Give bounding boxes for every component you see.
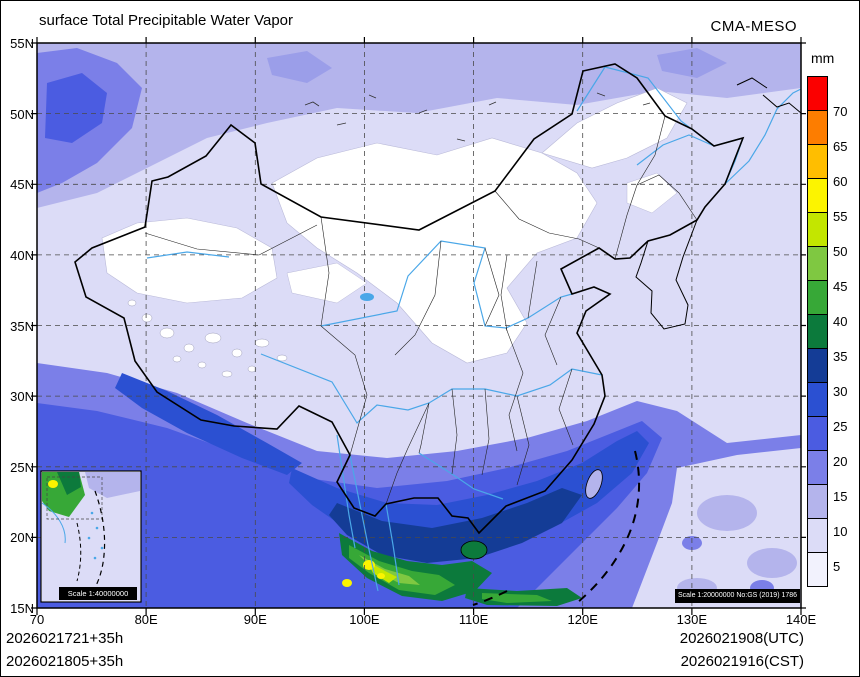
lat-tick-label: 55N <box>10 36 34 51</box>
lat-tick-label: 40N <box>10 247 34 263</box>
lon-tick-label: 70 <box>29 612 45 627</box>
colorbar-box <box>807 178 828 213</box>
national-boundaries <box>74 63 801 560</box>
china-boundary <box>74 63 745 535</box>
lon-tick-label: 80E <box>134 612 158 627</box>
footer-init-utc: 2026021721+35h <box>6 630 124 647</box>
tick-marks <box>31 37 806 615</box>
colorbar-box <box>807 416 828 451</box>
lat-tick-label: 35N <box>10 318 34 334</box>
colorbar-boxes <box>807 76 828 587</box>
colorbar-box <box>807 450 828 485</box>
colorbar-box <box>807 110 828 145</box>
inset-map <box>40 470 142 603</box>
colorbar-tick-label: 15 <box>833 489 848 504</box>
lat-tick-label: 15N <box>10 601 34 616</box>
islands-coastline <box>736 77 801 114</box>
lon-tick-label: 90E <box>243 612 267 627</box>
lat-tick-label: 25N <box>10 459 34 475</box>
nine-dash-line <box>472 450 641 606</box>
colorbar-tick-label: 10 <box>833 524 848 539</box>
colorbar-box <box>807 518 828 553</box>
hainan-island <box>460 540 488 560</box>
colorbar-box <box>807 314 828 349</box>
lat-tick-label: 20N <box>10 530 34 546</box>
plot-frame <box>36 42 802 609</box>
colorbar-tick-label: 40 <box>833 314 848 329</box>
terrain-marks <box>304 92 651 142</box>
grid-lines <box>37 43 801 608</box>
colorbar-tick-label: 70 <box>833 104 848 119</box>
colorbar-box <box>807 484 828 519</box>
rivers <box>146 66 801 592</box>
lon-tick-label: 100E <box>349 612 380 627</box>
footer-valid-cst: 2026021916(CST) <box>680 653 804 670</box>
lon-tick-label: 120E <box>567 612 598 627</box>
lon-tick-label: 130E <box>676 612 708 627</box>
colorbar-tick-label: 35 <box>833 349 848 364</box>
footer-init-cst: 2026021805+35h <box>6 653 124 670</box>
taiwan-island <box>585 469 603 499</box>
model-name: CMA-MESO <box>710 18 797 35</box>
colorbar-box <box>807 382 828 417</box>
colorbar-tick-label: 5 <box>833 559 841 574</box>
inset-scale-badge: Scale 1:40000000 <box>59 587 137 600</box>
colorbar-tick-label: 45 <box>833 279 848 294</box>
lat-tick-label: 45N <box>10 177 34 193</box>
footer-valid-utc: 2026021908(UTC) <box>679 630 804 647</box>
colorbar-labels: 70 65 60 55 50 45 40 35 30 25 20 15 10 5 <box>833 1 859 676</box>
lon-tick-label: 140E <box>785 612 817 627</box>
colorbar-box <box>807 76 828 111</box>
colorbar-tick-label: 25 <box>833 419 848 434</box>
colorbar-box <box>807 212 828 247</box>
colorbar-box <box>807 552 828 587</box>
chart-title: surface Total Precipitable Water Vapor <box>39 12 294 29</box>
map-scale-badge: Scale 1:20000000 No:GS (2019) 1786 <box>675 589 800 603</box>
colorbar-box <box>807 144 828 179</box>
colorbar-tick-label: 55 <box>833 209 848 224</box>
province-boundaries <box>144 115 698 505</box>
colorbar-box <box>807 246 828 281</box>
korea-coastline <box>635 219 698 330</box>
colorbar-tick-label: 30 <box>833 384 848 399</box>
lon-tick-label: 110E <box>458 612 489 627</box>
colorbar-tick-label: 20 <box>833 454 848 469</box>
colorbar-tick-label: 50 <box>833 244 848 259</box>
colorbar-box <box>807 348 828 383</box>
colorbar-tick-label: 60 <box>833 174 848 189</box>
lat-tick-label: 50N <box>10 106 34 122</box>
colorbar-box <box>807 280 828 315</box>
lat-tick-label: 30N <box>10 389 34 405</box>
colorbar-unit: mm <box>811 50 835 66</box>
colorbar-tick-label: 65 <box>833 139 848 154</box>
